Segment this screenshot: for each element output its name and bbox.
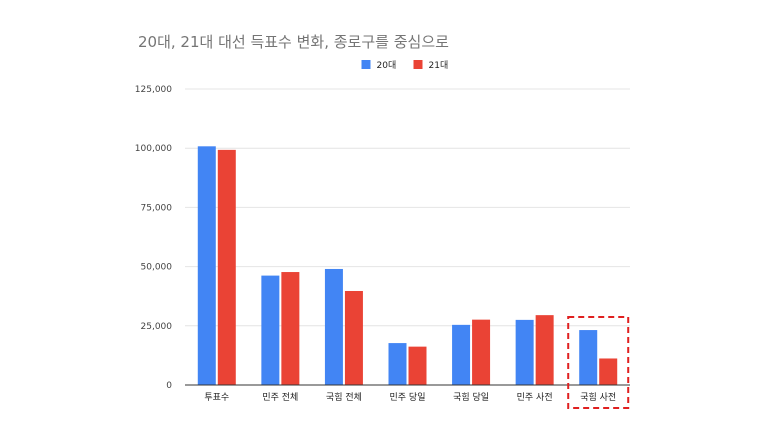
bar-20대: [388, 343, 407, 385]
bar-21대: [535, 315, 554, 385]
y-tick-label: 75,000: [141, 203, 173, 213]
bar-20대: [452, 324, 471, 385]
legend-label: 20대: [377, 60, 397, 71]
y-axis-ticks: 0 25,000 50,000 75,000 100,000 125,000: [135, 85, 172, 391]
y-tick-label: 125,000: [135, 85, 172, 95]
bar-20대: [261, 275, 280, 385]
y-tick-label: 100,000: [135, 144, 172, 154]
x-category-label: 민주 전체: [262, 392, 298, 403]
chart-title: 20대, 21대 대선 득표수 변화, 종로구를 중심으로: [138, 33, 449, 51]
legend-swatch: [361, 60, 371, 69]
bar-21대: [408, 346, 427, 385]
x-category-label: 투표수: [204, 392, 229, 403]
bar-20대: [324, 268, 343, 385]
bar-20대: [197, 146, 216, 385]
bars: [197, 146, 618, 385]
bar-21대: [217, 149, 236, 385]
x-category-label: 민주 사전: [517, 392, 553, 403]
bar-20대: [579, 330, 598, 385]
legend-label: 21대: [429, 60, 449, 71]
y-tick-label: 50,000: [141, 263, 173, 273]
y-tick-label: 25,000: [141, 322, 173, 332]
x-category-label: 국힘 전체: [326, 392, 362, 403]
x-axis-categories: 투표수 민주 전체 국힘 전체 민주 당일 국힘 당일 민주 사전 국힘 사전: [204, 392, 616, 403]
x-category-label: 국힘 사전: [580, 392, 616, 403]
highlight-box: [567, 316, 630, 410]
x-category-label: 민주 당일: [390, 392, 426, 403]
bar-21대: [472, 319, 491, 385]
bar-20대: [515, 319, 534, 385]
legend-swatch: [413, 60, 423, 69]
gridlines: [185, 88, 630, 327]
x-category-label: 국힘 당일: [453, 392, 489, 403]
y-tick-label: 0: [166, 381, 172, 391]
bar-21대: [281, 272, 300, 385]
legend: 20대 21대: [361, 60, 449, 71]
bar-21대: [344, 290, 363, 385]
bar-21대: [599, 358, 618, 385]
